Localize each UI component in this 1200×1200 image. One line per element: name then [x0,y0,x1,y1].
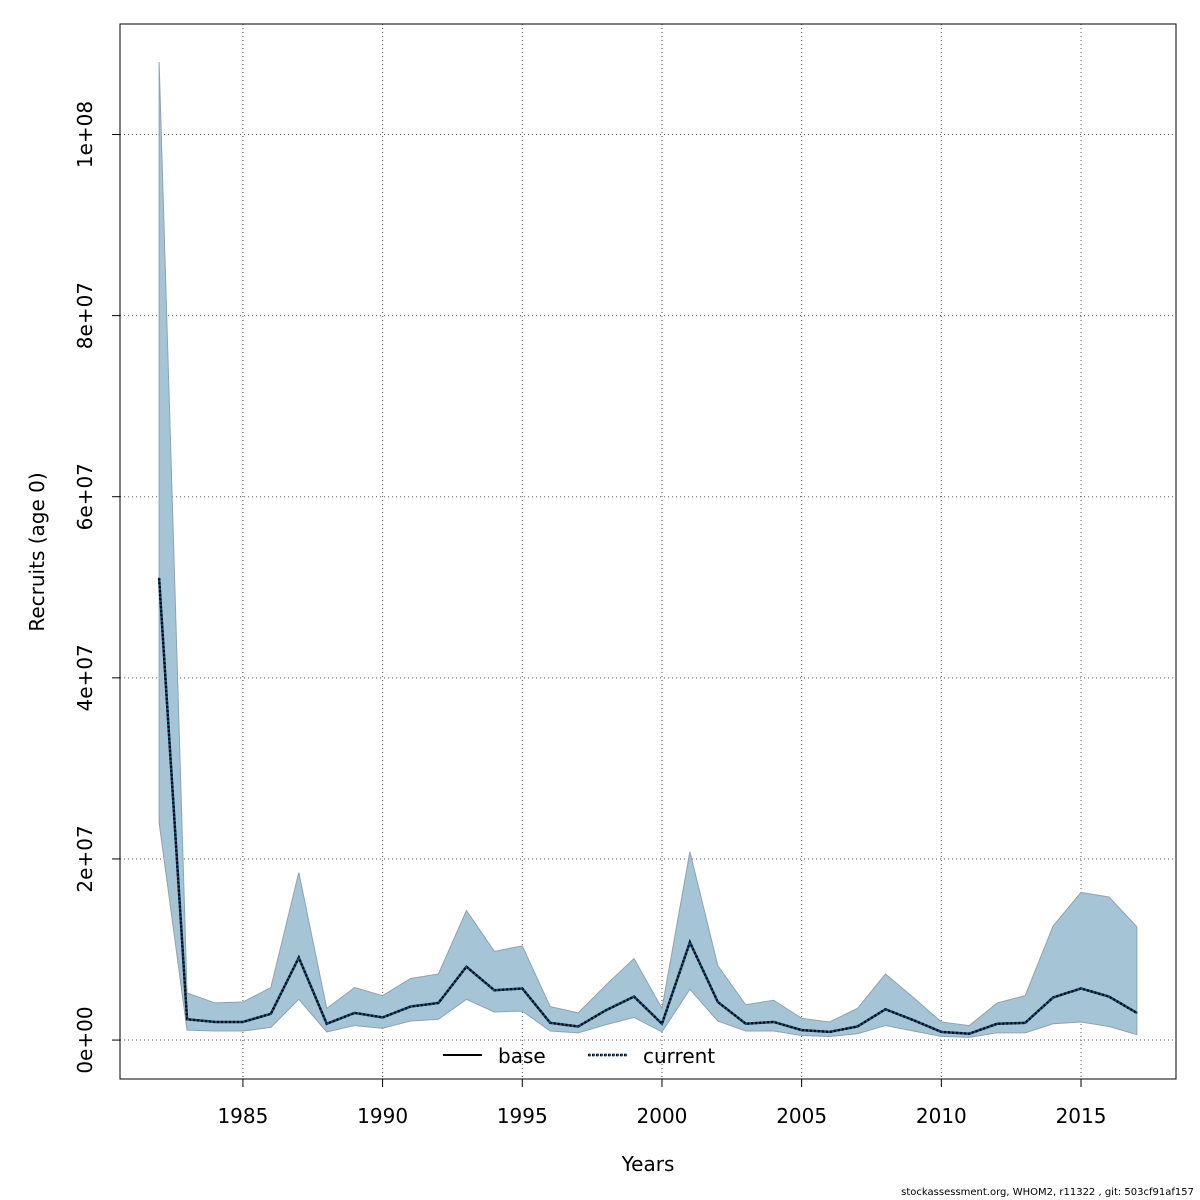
series-line-current [157,578,1138,1035]
data-point-current [437,1002,440,1004]
legend-label-current: current [643,1044,715,1068]
data-point-current [745,1023,747,1025]
y-axis: 0e+00 2e+07 4e+07 6e+07 8e+07 1e+08 [73,101,120,1074]
data-point-current [801,1029,803,1031]
data-point-current [270,1013,272,1015]
data-point-current [856,1025,859,1028]
data-point-current [158,577,160,579]
data-point-current [298,957,300,959]
y-axis-title: Recruits (age 0) [25,472,49,631]
data-point-current [186,1018,188,1020]
confidence-band [158,62,1138,1038]
data-point-current [689,941,691,943]
data-point-current [465,966,468,968]
x-tick-label: 2015 [1056,1104,1107,1128]
data-point-current [521,987,523,990]
confidence-band-layer [158,62,1138,1038]
data-point-current [577,1025,579,1028]
data-point-current [354,1012,356,1014]
data-point-current [1024,1022,1026,1024]
legend: base current [443,1044,715,1068]
footer-credit: stockassessment.org, WHOM2, r11322 , git… [901,1187,1194,1198]
data-point-current [661,1023,663,1025]
x-tick-label: 2000 [637,1104,688,1128]
x-tick-label: 2010 [916,1104,967,1128]
data-point-current [409,1005,412,1008]
y-tick-label: 4e+07 [73,644,97,711]
data-point-current [633,995,635,998]
x-tick-label: 1990 [357,1104,408,1128]
data-point-current [968,1033,970,1035]
data-point-current [1080,987,1082,990]
y-tick-label: 8e+07 [73,282,97,349]
grid [120,24,1176,1079]
x-tick-label: 2005 [776,1104,827,1128]
plot-frame [119,23,1177,1080]
data-point-current [1108,995,1110,998]
series-line-current-overlay [157,578,1138,1035]
data-point-current [1136,1012,1138,1014]
data-point-current [382,1016,384,1019]
x-tick-label: 1995 [497,1104,548,1128]
data-point-current [605,1009,607,1011]
data-point-current [493,989,495,991]
legend-label-base: base [498,1044,546,1068]
y-tick-label: 2e+07 [73,825,97,892]
data-point-current [326,1023,328,1025]
data-point-current [1052,996,1054,999]
data-point-current [214,1021,216,1023]
data-point-current [717,1001,719,1003]
y-tick-label: 1e+08 [73,101,97,168]
x-tick-label: 1985 [217,1104,268,1128]
data-point-current [828,1031,831,1033]
data-point-current [549,1022,551,1024]
data-point-current [996,1023,998,1025]
data-point-current [884,1008,887,1010]
data-point-current [242,1021,244,1023]
series-line-layer [157,577,1138,1035]
data-point-current [773,1021,775,1023]
x-axis-title: Years [621,1152,675,1176]
data-point-current [940,1031,942,1033]
data-point-current [912,1019,914,1021]
x-axis: 1985 1990 1995 2000 2005 2010 2015 [217,1079,1106,1128]
y-tick-label: 6e+07 [73,463,97,530]
y-tick-label: 0e+00 [73,1006,97,1073]
